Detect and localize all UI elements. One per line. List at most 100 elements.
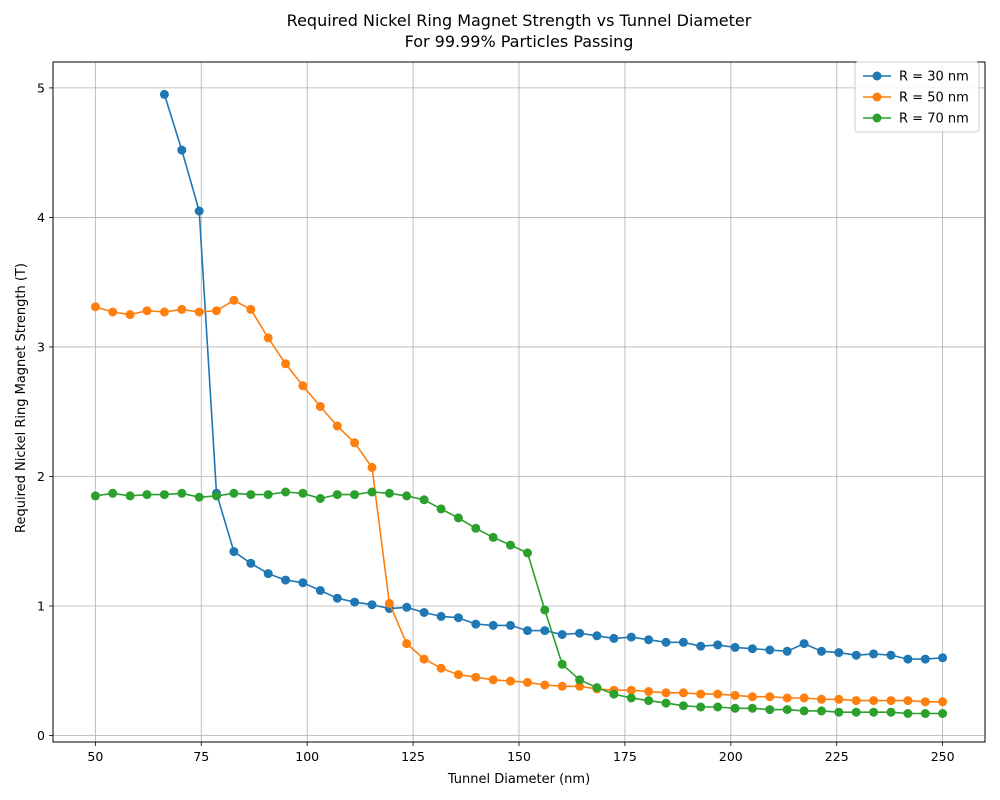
data-point [419,654,429,664]
data-point [488,675,498,685]
y-tick-label: 5 [37,80,45,95]
data-point [229,488,239,498]
data-point [298,488,308,498]
data-point [834,648,844,658]
data-point [436,663,446,673]
y-axis-label: Required Nickel Ring Magnet Strength (T) [14,263,29,533]
data-point [523,677,532,687]
data-point [453,670,463,680]
data-point [315,586,325,595]
legend-label: R = 30 nm [899,70,969,85]
y-tick-label: 1 [37,599,45,614]
data-point [212,491,221,501]
data-point [730,642,740,652]
data-point [938,709,948,718]
series-line [163,94,943,660]
data-point [246,490,256,500]
data-point [90,491,100,501]
data-point [281,575,291,585]
data-point [194,492,204,502]
data-point [575,675,585,685]
data-point [194,206,204,216]
data-point [799,693,809,703]
data-point [696,641,706,651]
data-point [419,495,429,505]
data-point [782,705,792,715]
data-point [903,709,913,718]
data-point [626,685,636,695]
data-point [903,654,913,664]
data-point [886,650,896,660]
data-point [644,687,654,696]
data-point [315,402,325,411]
data-point [626,632,636,642]
chart-subtitle: For 99.99% Particles Passing [405,32,634,51]
data-point [281,487,291,497]
data-point [799,706,809,716]
data-point [626,693,636,703]
data-point [263,490,273,500]
data-point [920,709,930,718]
data-point [471,672,481,682]
data-point [938,697,948,707]
data-point [817,646,826,656]
data-point [886,707,896,717]
data-point [696,702,706,712]
legend-box [854,61,980,133]
data-point [851,650,861,660]
data-point [886,696,896,706]
data-point [453,613,463,623]
data-point [159,307,169,317]
data-point [281,359,291,369]
data-point [177,145,187,155]
x-tick-label: 75 [193,749,209,764]
data-point [782,646,792,656]
x-tick-label: 250 [931,749,955,764]
data-point [315,494,325,503]
data-point [817,694,826,704]
x-tick-label: 200 [719,749,743,764]
series-2 [90,295,948,707]
data-point [350,438,360,448]
data-point [229,295,239,305]
data-point [488,532,498,542]
data-point [575,681,585,691]
data-point [419,608,429,617]
legend-marker [872,113,882,123]
data-point [177,304,187,314]
data-point [557,681,567,691]
data-point [799,639,809,649]
data-point [125,491,135,501]
data-point [678,637,688,647]
data-point [194,307,204,317]
data-point [834,694,844,704]
data-point [869,696,879,706]
data-point [488,620,498,630]
data-point [713,640,723,650]
data-point [125,310,135,320]
data-point [453,513,463,523]
data-point [678,701,688,711]
data-point [730,703,740,713]
data-point [644,696,654,706]
chart-title: Required Nickel Ring Magnet Strength vs … [287,11,752,30]
data-point [644,635,654,645]
data-point [263,569,273,579]
data-point [506,540,515,550]
series-layer [90,89,948,718]
data-point [298,381,308,391]
data-point [246,304,256,314]
data-point [298,578,308,588]
data-point [609,689,619,699]
data-point [506,620,515,630]
data-point [661,688,671,698]
data-point [869,707,879,717]
data-point [851,696,861,706]
legend-item: R = 50 nm [863,91,969,106]
data-point [263,333,273,343]
y-tick-label: 2 [37,469,45,484]
data-point [523,548,532,558]
data-point [367,487,377,497]
legend-item: R = 30 nm [863,70,969,85]
